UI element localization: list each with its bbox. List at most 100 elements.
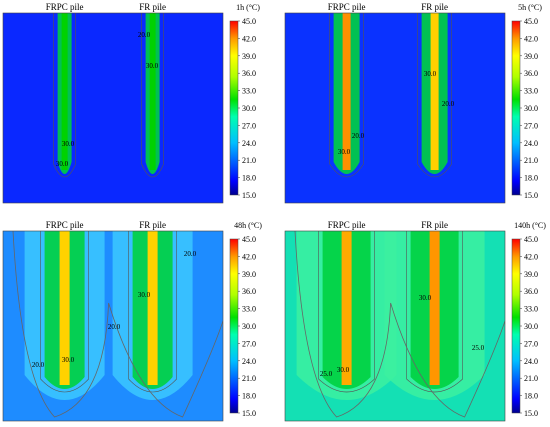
isotherm-line bbox=[318, 231, 375, 393]
colorbar-tick-label: 45.0 bbox=[242, 235, 256, 244]
colorbar-tick-label: 39.0 bbox=[242, 270, 256, 279]
colorbar-tick-label: 24.0 bbox=[524, 357, 538, 366]
panel-4: FRPC pile FR pile 30.0 25.0 30.0 25.0 140h (°C… bbox=[284, 220, 546, 422]
colorbar-tick-label: 30.0 bbox=[242, 104, 256, 113]
pile-label: FR pile bbox=[421, 2, 448, 12]
colorbar bbox=[229, 238, 239, 414]
colorbar bbox=[229, 20, 239, 196]
panel-1: FRPC pile FR pile 30.0 30.0 20.0 30.0 1h (°C) 4… bbox=[2, 2, 260, 204]
colorbar-tick-label: 21.0 bbox=[242, 156, 256, 165]
colorbar-title: 5h (°C) bbox=[518, 3, 542, 12]
isotherm-line bbox=[294, 231, 505, 418]
colorbar-tick-label: 45.0 bbox=[524, 17, 538, 26]
pile-label: FRPC pile bbox=[328, 220, 366, 230]
colorbar-tick-label: 30.0 bbox=[524, 104, 538, 113]
isotherm-line bbox=[141, 13, 164, 178]
plot-frame bbox=[2, 230, 224, 422]
colorbar-tick-label: 15.0 bbox=[242, 191, 256, 200]
colorbar-tick-label: 21.0 bbox=[242, 374, 256, 383]
colorbar-tick-label: 42.0 bbox=[242, 34, 256, 43]
contour-label: 20.0 bbox=[184, 250, 197, 258]
colorbar-tick-label: 27.0 bbox=[242, 121, 256, 130]
temperature-field bbox=[285, 13, 505, 203]
colorbar-tick-label: 27.0 bbox=[524, 339, 538, 348]
isotherm-line bbox=[417, 13, 452, 178]
contour-label: 30.0 bbox=[146, 62, 159, 70]
colorbar-tick-label: 15.0 bbox=[524, 409, 538, 418]
isotherm-line bbox=[12, 231, 223, 418]
plot-frame bbox=[284, 230, 506, 422]
temperature-field bbox=[3, 13, 223, 203]
colorbar-tick-label: 39.0 bbox=[242, 52, 256, 61]
colorbar-tick-label: 18.0 bbox=[242, 174, 256, 183]
plot-frame bbox=[2, 12, 224, 204]
pile-label: FRPC pile bbox=[46, 220, 84, 230]
plot-frame bbox=[284, 12, 506, 204]
isotherm-line bbox=[53, 13, 76, 178]
colorbar-tick-label: 42.0 bbox=[524, 34, 538, 43]
colorbar-tick-label: 33.0 bbox=[242, 87, 256, 96]
contour-label: 30.0 bbox=[62, 140, 75, 148]
contour-label: 30.0 bbox=[419, 294, 432, 302]
colorbar-tick-label: 33.0 bbox=[524, 87, 538, 96]
colorbar-title: 1h (°C) bbox=[236, 3, 260, 12]
colorbar-tick-label: 24.0 bbox=[242, 139, 256, 148]
contour-label: 20.0 bbox=[442, 100, 455, 108]
colorbar-tick-label: 42.0 bbox=[242, 252, 256, 261]
pile-core bbox=[342, 13, 351, 170]
pile-label: FRPC pile bbox=[328, 2, 366, 12]
contour-label: 20.0 bbox=[32, 361, 45, 369]
isotherm-line bbox=[40, 231, 89, 393]
isotherm-line bbox=[128, 231, 177, 393]
colorbar-title: 140h (°C) bbox=[514, 221, 546, 230]
pile-label: FR pile bbox=[139, 220, 166, 230]
colorbar-tick-label: 21.0 bbox=[524, 374, 538, 383]
pile-core bbox=[147, 231, 158, 385]
colorbar-tick-label: 15.0 bbox=[242, 409, 256, 418]
colorbar-tick-label: 36.0 bbox=[242, 69, 256, 78]
pile-label: FR pile bbox=[421, 220, 448, 230]
colorbar-tick-label: 30.0 bbox=[242, 322, 256, 331]
colorbar-tick-label: 27.0 bbox=[242, 339, 256, 348]
pile-core bbox=[430, 13, 439, 170]
colorbar-tick-label: 15.0 bbox=[524, 191, 538, 200]
colorbar-tick-label: 36.0 bbox=[242, 287, 256, 296]
panel-3: FRPC pile FR pile 20.0 30.0 20.0 20.0 30.0 48h … bbox=[2, 220, 262, 422]
contour-label: 25.0 bbox=[320, 370, 333, 378]
colorbar-tick-label: 45.0 bbox=[524, 235, 538, 244]
contour-label: 20.0 bbox=[352, 132, 365, 140]
colorbar-tick-label: 36.0 bbox=[524, 287, 538, 296]
colorbar-tick-label: 24.0 bbox=[242, 357, 256, 366]
colorbar-tick-label: 39.0 bbox=[524, 52, 538, 61]
contour-label: 30.0 bbox=[337, 366, 350, 374]
colorbar bbox=[511, 238, 521, 414]
contour-label: 25.0 bbox=[472, 344, 485, 352]
contour-label: 30.0 bbox=[56, 160, 69, 168]
colorbar-tick-label: 36.0 bbox=[524, 69, 538, 78]
colorbar-tick-label: 21.0 bbox=[524, 156, 538, 165]
colorbar-tick-label: 24.0 bbox=[524, 139, 538, 148]
colorbar-tick-label: 45.0 bbox=[242, 17, 256, 26]
contour-label: 30.0 bbox=[338, 148, 351, 156]
pile-core bbox=[59, 231, 70, 385]
pile-core bbox=[149, 13, 156, 170]
contour-label: 30.0 bbox=[138, 291, 151, 299]
colorbar-tick-label: 42.0 bbox=[524, 252, 538, 261]
colorbar-tick-label: 18.0 bbox=[524, 392, 538, 401]
pile-label: FRPC pile bbox=[46, 2, 84, 12]
isotherm-line bbox=[329, 13, 364, 178]
contour-label: 30.0 bbox=[424, 70, 437, 78]
pile-core bbox=[61, 13, 68, 170]
isotherm-line bbox=[406, 231, 463, 393]
colorbar-title: 48h (°C) bbox=[234, 221, 262, 230]
colorbar-tick-label: 39.0 bbox=[524, 270, 538, 279]
contour-label: 20.0 bbox=[138, 31, 151, 39]
colorbar bbox=[511, 20, 521, 196]
colorbar-tick-label: 33.0 bbox=[242, 305, 256, 314]
pile-label: FR pile bbox=[139, 2, 166, 12]
colorbar-tick-label: 18.0 bbox=[524, 174, 538, 183]
contour-label: 30.0 bbox=[62, 356, 75, 364]
pile-core bbox=[429, 231, 440, 385]
